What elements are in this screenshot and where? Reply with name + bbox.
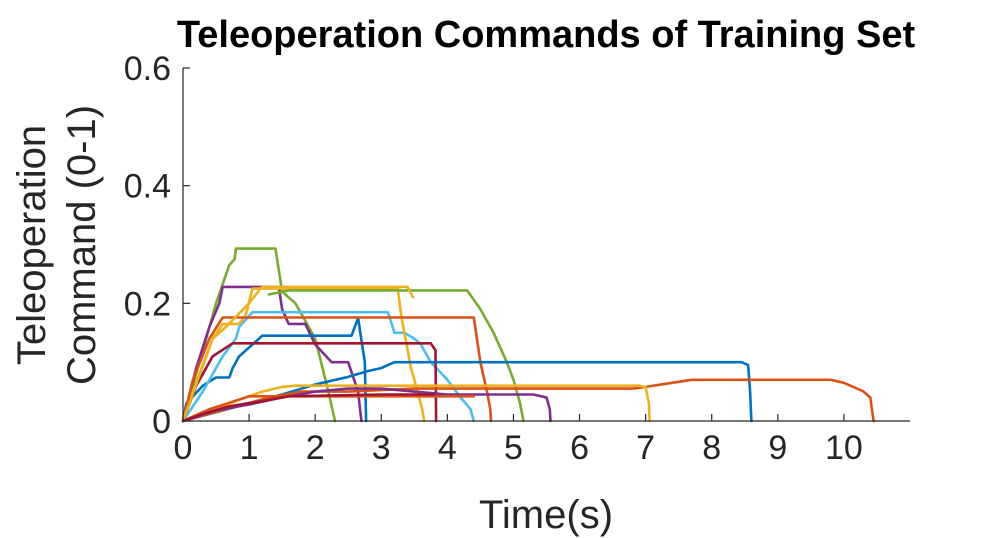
series-line-3 (181, 316, 368, 423)
axes-box (182, 68, 910, 422)
chart-title: Teleoperation Commands of Training Set (177, 14, 916, 56)
x-axis-ticks: 0 1 2 3 4 5 6 7 8 9 10 (174, 414, 863, 467)
y-axis-label-line1: Teleoperation (10, 125, 54, 365)
series-line-10 (181, 360, 753, 423)
y-tick-label: 0.2 (124, 285, 171, 323)
x-tick-label: 3 (372, 429, 391, 467)
x-tick-label: 9 (768, 429, 787, 467)
y-tick-label: 0.4 (124, 168, 171, 206)
x-axis-label: Time(s) (479, 493, 613, 537)
series-line-5 (181, 287, 426, 423)
x-tick-label: 5 (504, 429, 523, 467)
x-tick-label: 6 (570, 429, 589, 467)
y-tick-label: 0 (152, 403, 171, 441)
series-group (181, 247, 875, 423)
x-tick-label: 0 (174, 429, 193, 467)
x-tick-label: 7 (636, 429, 655, 467)
series-line-15 (181, 393, 436, 423)
x-tick-label: 2 (306, 429, 325, 467)
series-line-9 (181, 285, 415, 423)
y-axis-ticks: 0 0.2 0.4 0.6 (124, 50, 190, 441)
x-tick-label: 8 (702, 429, 721, 467)
x-tick-label: 1 (240, 429, 259, 467)
x-tick-label: 4 (438, 429, 457, 467)
x-tick-label: 10 (825, 429, 863, 467)
series-line-8 (267, 289, 525, 423)
series-line-7 (181, 316, 493, 423)
y-axis-label-line2: Command (0-1) (60, 105, 104, 385)
y-tick-label: 0.6 (124, 50, 171, 88)
